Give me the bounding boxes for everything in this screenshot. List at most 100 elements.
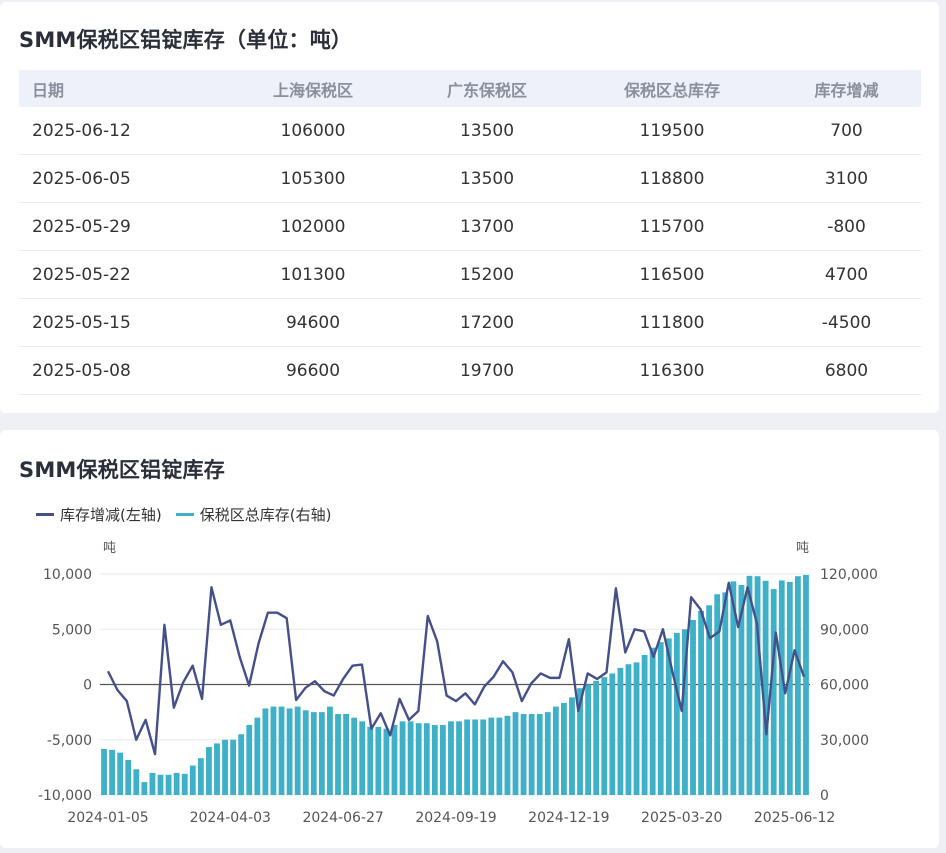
- inventory-table-scroll[interactable]: 日期 上海保税区 广东保税区 保税区总库存 库存增减 2025-06-12 106…: [19, 70, 921, 400]
- right-axis-tick-label: 60,000: [820, 678, 869, 694]
- left-axis-tick-label: 10,000: [43, 567, 92, 583]
- cell-shanghai: 102000: [224, 202, 402, 251]
- table-row: 2025-06-12 106000 13500 119500 700: [19, 107, 921, 155]
- bar-total-inventory: [706, 605, 713, 795]
- cell-date: 2025-05-22: [19, 250, 224, 299]
- bar-total-inventory: [367, 726, 374, 795]
- bar-total-inventory: [601, 677, 608, 795]
- bar-total-inventory: [738, 585, 745, 795]
- bar-total-inventory: [133, 769, 140, 795]
- cell-shanghai: 105300: [224, 154, 402, 203]
- header-guangdong: 广东保税区: [446, 80, 527, 100]
- cell-total: 111800: [572, 298, 772, 347]
- table-row: 2025-05-29 102000 13700 115700 -800: [19, 202, 921, 251]
- cell-date: 2025-05-08: [19, 346, 224, 395]
- x-axis-tick-label: 2024-01-05: [67, 810, 148, 826]
- x-axis-tick-label: 2024-09-19: [415, 810, 496, 826]
- legend-item-total[interactable]: 保税区总库存(右轴): [175, 504, 331, 525]
- header-date: 日期: [32, 80, 65, 100]
- bar-total-inventory: [657, 642, 664, 795]
- bar-total-inventory: [593, 680, 600, 795]
- bar-total-inventory: [577, 688, 583, 795]
- right-axis-tick-label: 90,000: [820, 622, 869, 638]
- cell-total: 116500: [572, 250, 772, 299]
- cell-guangdong: 13500: [402, 154, 572, 203]
- bar-total-inventory: [343, 713, 349, 795]
- legend-item-change[interactable]: 库存增减(左轴): [36, 504, 162, 525]
- bar-total-inventory: [383, 728, 390, 795]
- legend-line-swatch: [36, 513, 54, 516]
- header-total: 保税区总库存: [623, 80, 720, 100]
- bar-total-inventory: [254, 717, 261, 795]
- bar-total-inventory: [448, 721, 454, 795]
- bar-total-inventory: [561, 702, 567, 795]
- bar-total-inventory: [528, 713, 535, 795]
- bar-total-inventory: [488, 717, 495, 795]
- inventory-chart: 10,000 120,000 5,000 90,000 0 60,000 -5,000 30,…: [38, 541, 878, 826]
- right-axis-tick-label: 0: [820, 788, 829, 804]
- bar-total-inventory: [197, 758, 204, 795]
- table-row: 2025-05-22 101300 15200 116500 4700: [19, 250, 921, 299]
- header-shanghai: 上海保税区: [272, 80, 353, 100]
- bar-total-inventory: [391, 725, 398, 795]
- bar-total-inventory: [625, 664, 632, 795]
- inventory-table: 日期 上海保税区 广东保税区 保税区总库存 库存增减 2025-06-12 106…: [19, 70, 921, 395]
- cell-guangdong: 13500: [402, 107, 572, 155]
- cell-shanghai: 106000: [224, 107, 402, 155]
- x-axis-tick-label: 2025-06-12: [754, 810, 835, 826]
- bar-total-inventory: [609, 673, 616, 795]
- bar-total-inventory: [415, 723, 422, 795]
- cell-date: 2025-05-29: [19, 202, 224, 251]
- bar-total-inventory: [617, 667, 624, 795]
- bar-total-inventory: [149, 772, 156, 795]
- bar-total-inventory: [456, 721, 462, 795]
- cell-change: 6800: [772, 346, 921, 395]
- cell-guangdong: 13700: [402, 202, 572, 251]
- line-inventory-change: [106, 581, 806, 756]
- legend-bar-swatch: [175, 513, 194, 516]
- right-axis-tick-label: 120,000: [820, 567, 878, 583]
- bar-total-inventory: [690, 620, 696, 795]
- bar-total-inventory: [665, 638, 672, 795]
- bar-total-inventory: [189, 765, 196, 795]
- cell-date: 2025-06-05: [19, 154, 224, 203]
- bar-total-inventory: [117, 752, 124, 795]
- cell-total: 115700: [572, 202, 772, 251]
- bar-total-inventory: [302, 710, 309, 795]
- bar-total-inventory: [351, 717, 358, 795]
- cell-change: 700: [772, 107, 921, 155]
- bar-total-inventory: [206, 747, 212, 795]
- cell-change: 3100: [772, 154, 921, 203]
- bar-total-inventory: [585, 684, 592, 795]
- bar-total-inventory: [569, 697, 575, 795]
- table-card-title: SMM保税区铝锭库存（单位：吨）: [19, 28, 353, 52]
- x-axis-tick-label: 2024-04-03: [190, 810, 271, 826]
- bar-total-inventory: [246, 725, 253, 795]
- bar-total-inventory: [359, 721, 366, 795]
- bar-total-inventory: [214, 743, 220, 795]
- cell-shanghai: 94600: [224, 298, 402, 347]
- cell-change: 4700: [772, 250, 921, 299]
- x-axis-tick-label: 2024-12-19: [528, 810, 609, 826]
- bar-total-inventory: [407, 721, 414, 795]
- right-axis-unit: 吨: [796, 541, 809, 556]
- bar-total-inventory: [270, 706, 277, 795]
- cell-change: -4500: [772, 298, 921, 347]
- bar-total-inventory: [238, 734, 245, 795]
- bar-total-inventory: [649, 647, 656, 795]
- bar-total-inventory: [746, 575, 753, 795]
- cell-guangdong: 17200: [402, 298, 572, 347]
- bar-total-inventory: [504, 715, 511, 795]
- bar-total-inventory: [673, 632, 680, 795]
- table-row: 2025-06-05 105300 13500 118800 3100: [19, 154, 921, 203]
- bar-total-inventory: [786, 581, 793, 795]
- bar-total-inventory: [762, 580, 769, 795]
- cell-total: 119500: [572, 107, 772, 155]
- cell-shanghai: 96600: [224, 346, 402, 395]
- bar-total-inventory: [286, 708, 293, 795]
- bar-total-inventory: [431, 725, 438, 795]
- bar-total-inventory: [310, 712, 317, 796]
- bar-total-inventory: [770, 589, 777, 795]
- bar-total-inventory: [520, 713, 527, 795]
- bar-total-inventory: [439, 725, 446, 795]
